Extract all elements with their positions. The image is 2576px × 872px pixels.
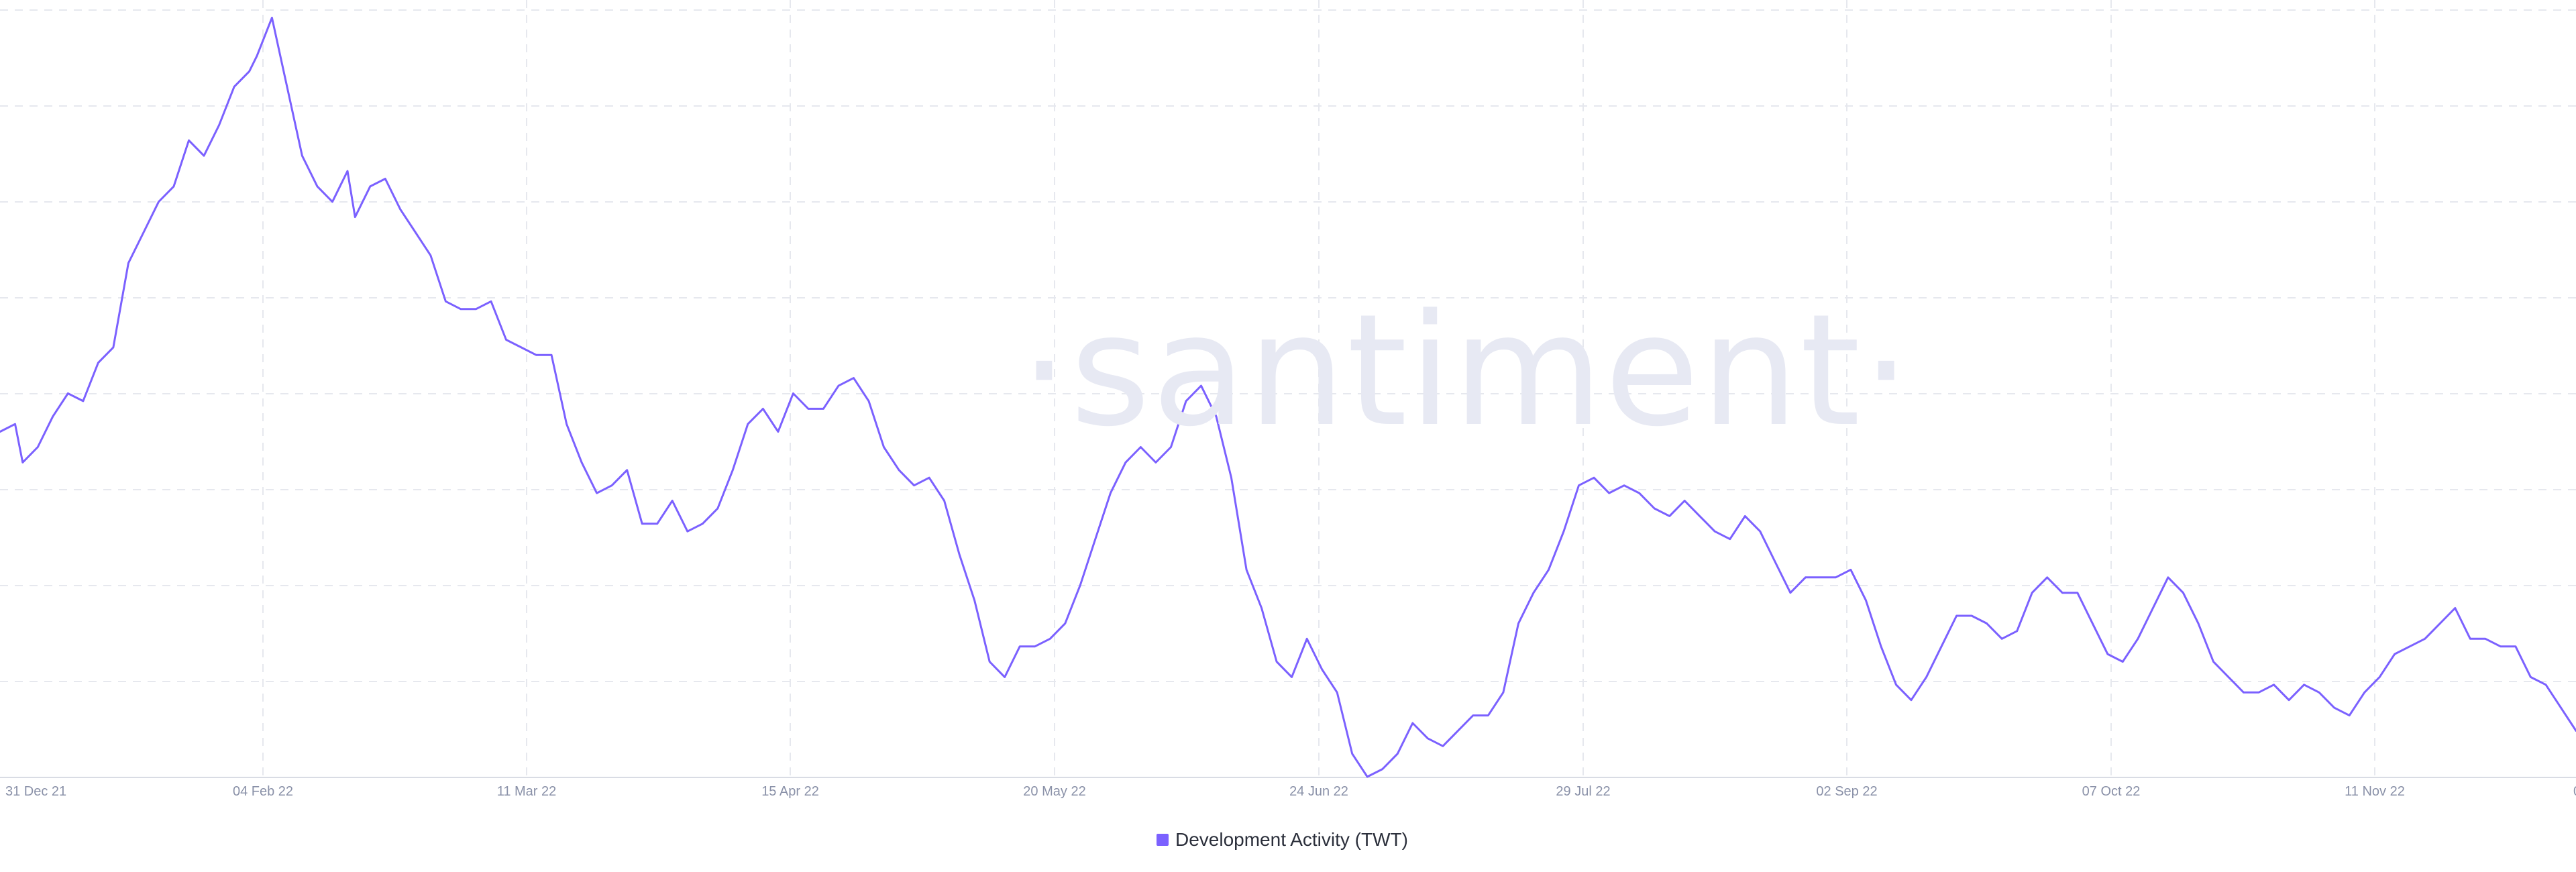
- santiment-watermark: ·santiment·: [1020, 282, 1912, 461]
- grid-lines: [0, 0, 2576, 777]
- x-tick-label: 07 Oct 22: [2082, 784, 2141, 799]
- watermark-text: santiment: [1070, 282, 1862, 461]
- x-tick-label: 29 Jul 22: [1556, 784, 1610, 799]
- series-layer: [0, 16, 2576, 778]
- x-tick-label: 31 Dec 21: [5, 784, 66, 799]
- x-tick-label: 02 Sep 22: [1816, 784, 1877, 799]
- x-tick-label: 24 Jun 22: [1289, 784, 1348, 799]
- watermark-dot-left: ·: [1020, 282, 1071, 461]
- watermark-dot-right: ·: [1862, 282, 1913, 461]
- series-line-development-activity[interactable]: [0, 16, 2576, 778]
- x-tick-label: 04 Feb 22: [233, 784, 293, 799]
- chart-legend[interactable]: Development Activity (TWT): [1157, 826, 1408, 853]
- x-tick-label: 15 Apr 22: [761, 784, 819, 799]
- x-tick-label: 20 May 22: [1023, 784, 1085, 799]
- legend-swatch: [1157, 834, 1169, 846]
- legend-label: Development Activity (TWT): [1175, 829, 1408, 850]
- x-tick-label: 11 Mar 22: [497, 784, 557, 799]
- x-tick-label: 11 Nov 22: [2345, 784, 2405, 799]
- x-tick-label: 07 Dec: [2573, 784, 2576, 799]
- x-axis: 31 Dec 21 04 Feb 22 11 Mar 22 15 Apr 22 20 M…: [0, 777, 2576, 799]
